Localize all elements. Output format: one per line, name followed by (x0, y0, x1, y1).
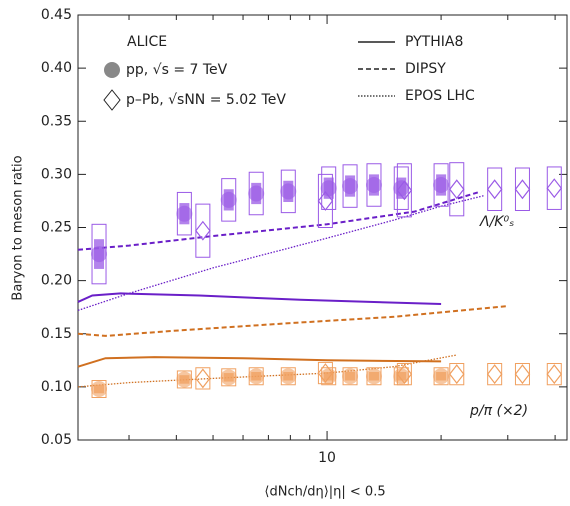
x-tick-label: 10 (318, 450, 336, 466)
sys-box (546, 166, 562, 210)
marker (486, 364, 503, 385)
marker (280, 368, 297, 385)
marker (317, 190, 334, 211)
marker (449, 179, 465, 200)
sys-box (514, 363, 530, 386)
marker (365, 368, 382, 385)
marker (546, 364, 563, 385)
legend-marker (103, 89, 121, 111)
y-tick-label: 0.30 (41, 166, 72, 182)
marker (91, 381, 108, 397)
marker (393, 368, 410, 385)
model-curve (77, 194, 485, 312)
marker (220, 191, 237, 208)
marker (546, 178, 563, 199)
marker (195, 368, 211, 389)
model-curve (77, 292, 442, 305)
model-curve (77, 305, 508, 337)
marker (317, 363, 334, 384)
experiment-label: ALICE (127, 34, 167, 50)
marker (514, 179, 531, 200)
marker (248, 368, 265, 385)
marker (486, 179, 503, 200)
y-tick-label: 0.25 (41, 220, 72, 236)
y-tick-label: 0.45 (41, 7, 72, 23)
marker (320, 180, 337, 197)
legend-label: pp, √s = 7 TeV (126, 62, 228, 78)
legend-label: DIPSY (405, 61, 446, 77)
marker (365, 177, 382, 193)
sys-box (487, 167, 503, 211)
sys-box (449, 363, 465, 386)
model-curve (77, 356, 442, 368)
ratio-label: Λ/K⁰ₛ (479, 214, 514, 230)
legend-label: p–Pb, √sNN = 5.02 TeV (126, 92, 286, 108)
y-tick-label: 0.05 (41, 432, 72, 448)
marker (248, 185, 265, 202)
marker (514, 364, 531, 385)
marker (433, 368, 450, 385)
marker (91, 246, 108, 263)
ratio-label: p/π (×2) (469, 403, 528, 419)
model-curve (77, 191, 479, 251)
marker (396, 180, 413, 201)
marker (396, 364, 413, 385)
marker (195, 220, 211, 241)
sys-box (195, 203, 211, 258)
y-tick-label: 0.40 (41, 60, 72, 76)
sys-box (546, 363, 562, 386)
legend-label: EPOS LHC (405, 88, 475, 104)
legend-marker (104, 62, 120, 78)
marker (220, 369, 237, 386)
y-tick-label: 0.35 (41, 113, 72, 129)
y-tick-label: 0.10 (41, 379, 72, 395)
sys-box (449, 162, 465, 217)
marker (280, 183, 297, 200)
sys-box (514, 167, 530, 211)
marker (342, 368, 359, 385)
y-tick-label: 0.15 (41, 326, 72, 342)
marker (449, 364, 465, 385)
marker (176, 205, 193, 222)
y-tick-label: 0.20 (41, 273, 72, 289)
marker (320, 368, 337, 385)
legend-label: PYTHIA8 (405, 34, 463, 50)
marker (176, 371, 193, 388)
x-axis-label: ⟨dNch/dη⟩|η| < 0.5 (264, 485, 385, 500)
marker (342, 178, 359, 195)
y-axis-label: Baryon to meson ratio (11, 155, 26, 300)
sys-box (487, 363, 503, 386)
marker (393, 180, 410, 197)
marker (433, 177, 450, 193)
